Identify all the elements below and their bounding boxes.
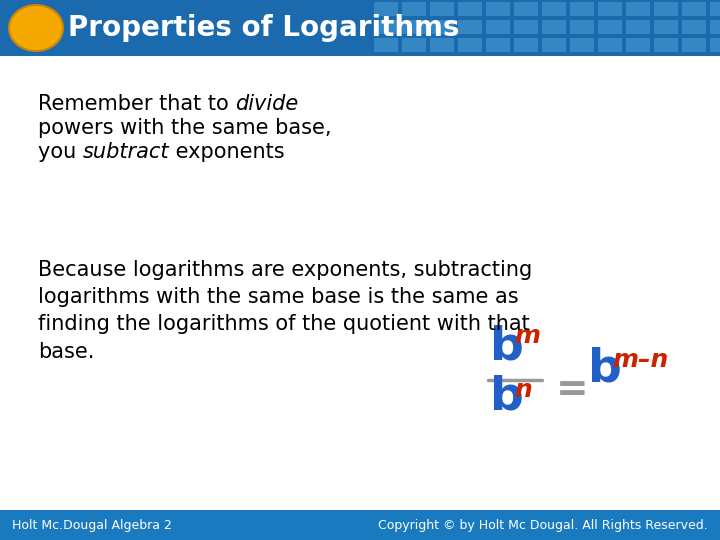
Text: you: you <box>38 142 83 162</box>
FancyBboxPatch shape <box>654 38 678 52</box>
FancyBboxPatch shape <box>458 20 482 34</box>
Text: =: = <box>556 371 589 409</box>
Text: b: b <box>588 347 622 392</box>
Text: b: b <box>490 375 524 420</box>
FancyBboxPatch shape <box>626 2 650 16</box>
FancyBboxPatch shape <box>374 2 398 16</box>
Text: Holt Mc.Dougal Algebra 2: Holt Mc.Dougal Algebra 2 <box>12 518 172 531</box>
FancyBboxPatch shape <box>514 38 538 52</box>
Text: Remember that to: Remember that to <box>38 94 235 114</box>
FancyBboxPatch shape <box>374 20 398 34</box>
FancyBboxPatch shape <box>458 38 482 52</box>
Text: m: m <box>514 324 540 348</box>
FancyBboxPatch shape <box>402 2 426 16</box>
FancyBboxPatch shape <box>514 2 538 16</box>
Text: subtract: subtract <box>83 142 169 162</box>
FancyBboxPatch shape <box>430 2 454 16</box>
FancyBboxPatch shape <box>682 38 706 52</box>
FancyBboxPatch shape <box>542 20 566 34</box>
FancyBboxPatch shape <box>626 38 650 52</box>
FancyBboxPatch shape <box>654 2 678 16</box>
FancyBboxPatch shape <box>682 2 706 16</box>
FancyBboxPatch shape <box>514 20 538 34</box>
Text: divide: divide <box>235 94 299 114</box>
FancyBboxPatch shape <box>570 20 594 34</box>
FancyBboxPatch shape <box>598 20 622 34</box>
FancyBboxPatch shape <box>570 2 594 16</box>
FancyBboxPatch shape <box>542 38 566 52</box>
FancyBboxPatch shape <box>430 20 454 34</box>
Text: m–n: m–n <box>612 348 668 372</box>
FancyBboxPatch shape <box>710 2 720 16</box>
Ellipse shape <box>9 5 63 51</box>
FancyBboxPatch shape <box>402 20 426 34</box>
FancyBboxPatch shape <box>0 0 720 56</box>
FancyBboxPatch shape <box>458 2 482 16</box>
FancyBboxPatch shape <box>654 20 678 34</box>
FancyBboxPatch shape <box>682 20 706 34</box>
Text: Properties of Logarithms: Properties of Logarithms <box>68 14 459 42</box>
FancyBboxPatch shape <box>374 38 398 52</box>
FancyBboxPatch shape <box>486 38 510 52</box>
FancyBboxPatch shape <box>598 2 622 16</box>
FancyBboxPatch shape <box>402 38 426 52</box>
FancyBboxPatch shape <box>430 38 454 52</box>
FancyBboxPatch shape <box>626 20 650 34</box>
Text: b: b <box>490 325 524 370</box>
FancyBboxPatch shape <box>486 2 510 16</box>
Text: Because logarithms are exponents, subtracting
logarithms with the same base is t: Because logarithms are exponents, subtra… <box>38 260 532 362</box>
Text: exponents: exponents <box>169 142 285 162</box>
FancyBboxPatch shape <box>486 20 510 34</box>
FancyBboxPatch shape <box>598 38 622 52</box>
FancyBboxPatch shape <box>710 38 720 52</box>
FancyBboxPatch shape <box>710 20 720 34</box>
Text: n: n <box>514 378 532 402</box>
Text: powers with the same base,: powers with the same base, <box>38 118 331 138</box>
FancyBboxPatch shape <box>570 38 594 52</box>
FancyBboxPatch shape <box>542 2 566 16</box>
Text: Copyright © by Holt Mc Dougal. All Rights Reserved.: Copyright © by Holt Mc Dougal. All Right… <box>378 518 708 531</box>
FancyBboxPatch shape <box>0 510 720 540</box>
